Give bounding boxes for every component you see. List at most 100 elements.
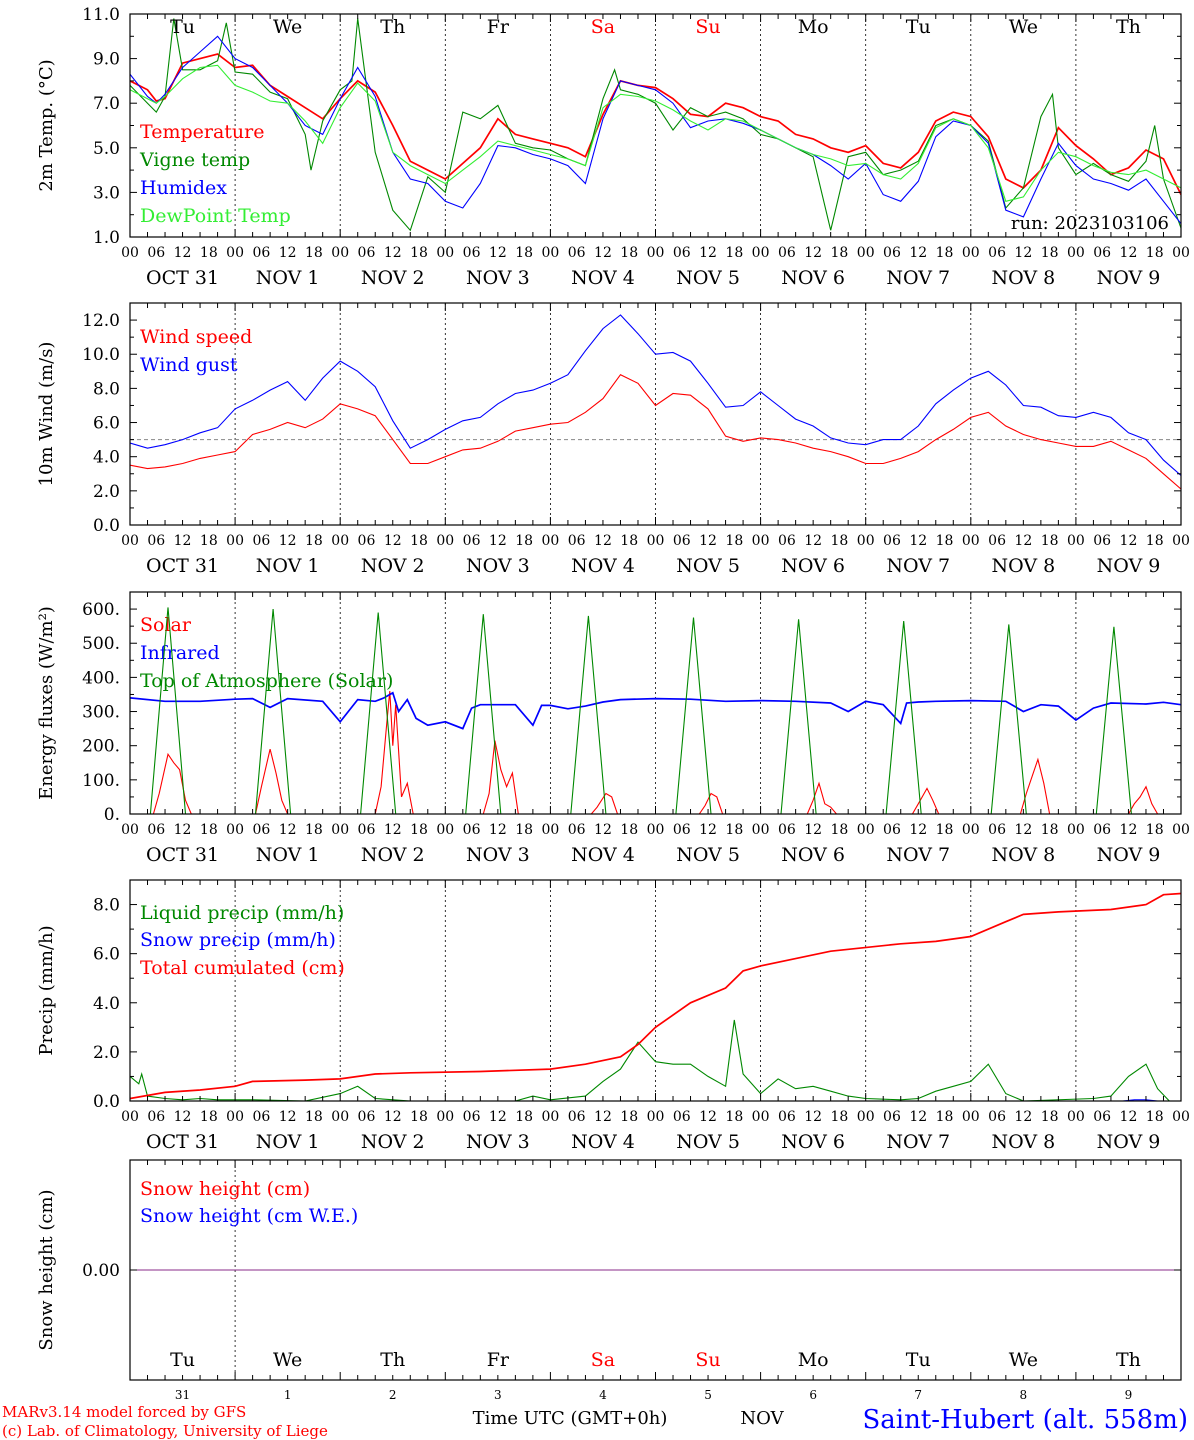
hour-tick-label: 00	[541, 822, 559, 838]
hour-tick-label: 12	[1120, 1109, 1138, 1125]
hour-tick-label: 12	[594, 533, 612, 549]
hour-tick-label: 00	[436, 822, 454, 838]
weekday-label-top: Th	[380, 16, 405, 38]
y-tick-label: 3.0	[93, 183, 120, 203]
hour-tick-label: 06	[147, 245, 165, 261]
date-label: NOV 4	[571, 844, 635, 866]
hour-tick-label: 18	[1146, 245, 1164, 261]
hour-tick-label: 06	[358, 822, 376, 838]
panel-temperature: Temperature Vigne temp Humidex DewPoint Tem…	[36, 5, 1190, 289]
hour-tick-label: 06	[778, 1109, 796, 1125]
y-tick-label: 0.00	[82, 1261, 120, 1281]
hour-tick-label: 00	[647, 245, 665, 261]
hour-tick-label: 06	[252, 533, 270, 549]
hour-tick-label: 12	[384, 245, 402, 261]
date-label: NOV 4	[571, 555, 635, 577]
hour-tick-label: 06	[883, 822, 901, 838]
hour-tick-label: 06	[673, 1109, 691, 1125]
hour-tick-label: 06	[988, 822, 1006, 838]
date-label: NOV 6	[781, 267, 845, 289]
hour-tick-label: 00	[857, 822, 875, 838]
y-tick-label: 12.0	[82, 311, 120, 331]
hour-tick-label: 06	[778, 245, 796, 261]
hour-tick-label: 12	[594, 822, 612, 838]
weekday-label-top: We	[273, 16, 302, 38]
weekday-label-top: Fr	[487, 16, 510, 38]
hour-tick-label: 06	[778, 822, 796, 838]
hour-tick-label: 06	[463, 533, 481, 549]
date-label: NOV 4	[571, 1131, 635, 1153]
day-number-label: 5	[704, 1388, 712, 1402]
hour-tick-label: 18	[1146, 822, 1164, 838]
date-label: NOV 7	[886, 844, 950, 866]
day-number-label: 3	[494, 1388, 502, 1402]
weekday-label-top: Tu	[170, 16, 195, 38]
hour-tick-label: 18	[410, 245, 428, 261]
series-line-total-cumulated-cm-	[130, 892, 1181, 1100]
series-line-temperature	[130, 53, 1181, 195]
series-line-solar	[130, 690, 1181, 814]
series-line-dewpoint-temp	[130, 64, 1181, 202]
hour-tick-label: 00	[1172, 245, 1190, 261]
legend-snow-height-cm-: Snow height (cm)	[140, 1178, 310, 1200]
hour-tick-label: 12	[909, 822, 927, 838]
hour-tick-label: 18	[725, 1109, 743, 1125]
hour-tick-label: 06	[147, 1109, 165, 1125]
hour-tick-label: 00	[226, 822, 244, 838]
hour-tick-label: 00	[752, 533, 770, 549]
hour-tick-label: 06	[358, 533, 376, 549]
panel-precip: Liquid precip (mm/h) Snow precip (mm/h) To…	[36, 879, 1190, 1153]
hour-tick-label: 12	[174, 1109, 192, 1125]
hour-tick-label: 06	[988, 245, 1006, 261]
hour-tick-label: 00	[962, 1109, 980, 1125]
y-tick-label: 6.0	[93, 414, 120, 434]
hour-tick-label: 00	[857, 533, 875, 549]
hour-tick-label: 06	[358, 1109, 376, 1125]
hour-tick-label: 06	[673, 533, 691, 549]
legend-wind-gust: Wind gust	[140, 354, 238, 376]
hour-tick-label: 12	[489, 822, 507, 838]
hour-tick-label: 06	[463, 1109, 481, 1125]
hour-tick-label: 00	[962, 245, 980, 261]
series-line-liquid-precip-mm-h-	[130, 1019, 1181, 1101]
hour-tick-label: 00	[752, 245, 770, 261]
hour-tick-label: 00	[541, 533, 559, 549]
hour-tick-label: 12	[279, 822, 297, 838]
hour-tick-label: 00	[962, 533, 980, 549]
weekday-label-bottom: Tu	[170, 1349, 195, 1371]
y-tick-label: 400.	[82, 668, 120, 688]
y-tick-label: 200.	[82, 737, 120, 757]
hour-tick-label: 12	[699, 533, 717, 549]
hour-tick-label: 12	[1014, 245, 1032, 261]
hour-tick-label: 12	[279, 1109, 297, 1125]
hour-tick-label: 18	[831, 822, 849, 838]
hour-tick-label: 12	[384, 822, 402, 838]
hour-tick-label: 18	[410, 533, 428, 549]
hour-tick-label: 18	[725, 533, 743, 549]
hour-tick-label: 00	[226, 245, 244, 261]
hour-tick-label: 12	[594, 1109, 612, 1125]
hour-tick-label: 06	[988, 533, 1006, 549]
hour-tick-label: 18	[200, 245, 218, 261]
hour-tick-label: 18	[831, 1109, 849, 1125]
hour-tick-label: 00	[647, 1109, 665, 1125]
hour-tick-label: 00	[1172, 533, 1190, 549]
hour-tick-label: 00	[436, 245, 454, 261]
y-tick-label: 600.	[82, 600, 120, 620]
hour-tick-label: 12	[384, 1109, 402, 1125]
hour-tick-label: 12	[174, 533, 192, 549]
legend-total-cumulated-cm-: Total cumulated (cm)	[140, 957, 345, 979]
hour-tick-label: 12	[804, 1109, 822, 1125]
series-line-wind-gust	[130, 314, 1181, 477]
hour-tick-label: 06	[1093, 1109, 1111, 1125]
hour-tick-label: 06	[673, 245, 691, 261]
hour-tick-label: 00	[331, 533, 349, 549]
legend-snow-precip-mm-h-: Snow precip (mm/h)	[140, 929, 336, 951]
hour-tick-label: 12	[804, 822, 822, 838]
hour-tick-label: 12	[279, 245, 297, 261]
hour-tick-label: 06	[147, 822, 165, 838]
panel-snow: Snow height (cm) Snow height (cm W.E.) 0.0…	[36, 1159, 1182, 1381]
hour-tick-label: 12	[594, 245, 612, 261]
hour-tick-label: 18	[725, 822, 743, 838]
hour-tick-label: 18	[515, 822, 533, 838]
